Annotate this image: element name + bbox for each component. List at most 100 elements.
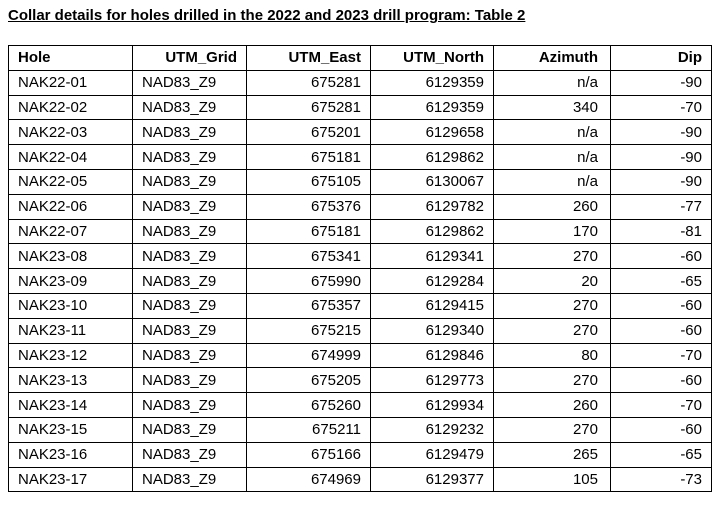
table-cell: NAD83_Z9 [132,317,247,344]
table-cell: 674999 [246,342,371,369]
table-cell: -65 [610,268,712,294]
table-cell: NAK23-14 [8,392,133,418]
table-cell: NAD83_Z9 [132,292,247,319]
header-cell: UTM_North [370,45,494,71]
table-row: NAK22-02 NAD83_Z9 675281 6129359 340 -70 [8,94,712,121]
table-cell: 6129658 [370,119,494,146]
table-cell: NAD83_Z9 [132,268,247,294]
table-cell: NAK23-16 [8,441,133,468]
table-cell: 6129340 [370,317,494,344]
table-cell: NAK22-05 [8,168,133,195]
table-cell: 6129232 [370,416,494,443]
table-cell: 270 [493,292,611,319]
table-row: NAK23-10 NAD83_Z9 675357 6129415 270 -60 [8,292,712,319]
table-cell: 675281 [246,94,371,121]
table-row: NAK22-01 NAD83_Z9 675281 6129359 n/a -90 [8,69,712,96]
table-cell: 675201 [246,119,371,146]
table-cell: NAK22-04 [8,144,133,170]
table-cell: -90 [610,119,712,146]
header-cell: UTM_East [246,45,371,71]
table-cell: 675341 [246,243,371,270]
table-cell: NAK22-07 [8,218,133,245]
table-cell: 270 [493,243,611,270]
table-cell: 80 [493,342,611,369]
table-cell: 265 [493,441,611,468]
table-cell: 675181 [246,218,371,245]
table-cell: -60 [610,292,712,319]
table-cell: -90 [610,69,712,96]
table-cell: NAK23-15 [8,416,133,443]
table-cell: NAD83_Z9 [132,466,247,493]
table-cell: 675105 [246,168,371,195]
table-cell: -70 [610,94,712,121]
table-cell: NAD83_Z9 [132,441,247,468]
table-cell: 6129782 [370,193,494,220]
table-cell: NAD83_Z9 [132,243,247,270]
table-cell: 20 [493,268,611,294]
table-cell: 675211 [246,416,371,443]
table-cell: -60 [610,243,712,270]
table-row: NAK22-05 NAD83_Z9 675105 6130067 n/a -90 [8,168,712,195]
table-row: NAK23-15 NAD83_Z9 675211 6129232 270 -60 [8,416,712,443]
header-row: Hole UTM_Grid UTM_East UTM_North Azimuth Dip [8,45,712,71]
collar-table: Hole UTM_Grid UTM_East UTM_North Azimuth Dip N… [8,45,712,493]
table-cell: NAD83_Z9 [132,168,247,195]
table-cell: NAD83_Z9 [132,94,247,121]
table-cell: NAK22-01 [8,69,133,96]
table-row: NAK23-14 NAD83_Z9 675260 6129934 260 -70 [8,392,712,418]
table-cell: -70 [610,392,712,418]
table-cell: NAD83_Z9 [132,69,247,96]
table-cell: 6129846 [370,342,494,369]
table-cell: 675990 [246,268,371,294]
table-cell: 675166 [246,441,371,468]
table-cell: 270 [493,317,611,344]
table-cell: 6129377 [370,466,494,493]
table-cell: NAD83_Z9 [132,193,247,220]
table-cell: NAK23-13 [8,367,133,394]
table-row: NAK22-04 NAD83_Z9 675181 6129862 n/a -90 [8,144,712,170]
table-cell: 6129862 [370,144,494,170]
table-cell: 6129341 [370,243,494,270]
table-cell: 270 [493,367,611,394]
table-cell: NAK23-08 [8,243,133,270]
table-cell: NAK22-06 [8,193,133,220]
header-cell: Dip [610,45,712,71]
table-cell: 675357 [246,292,371,319]
table-cell: 6129359 [370,69,494,96]
table-cell: 675281 [246,69,371,96]
table-cell: n/a [493,69,611,96]
table-cell: -90 [610,168,712,195]
table-cell: 170 [493,218,611,245]
header-cell: Azimuth [493,45,611,71]
table-cell: NAK22-02 [8,94,133,121]
table-row: NAK22-03 NAD83_Z9 675201 6129658 n/a -90 [8,119,712,146]
table-cell: n/a [493,144,611,170]
table-cell: NAK23-11 [8,317,133,344]
table-cell: NAK23-12 [8,342,133,369]
table-cell: NAD83_Z9 [132,119,247,146]
table-cell: -60 [610,367,712,394]
table-cell: 675215 [246,317,371,344]
table-cell: NAK23-17 [8,466,133,493]
table-cell: 675376 [246,193,371,220]
table-cell: -73 [610,466,712,493]
header-cell: Hole [8,45,133,71]
table-cell: n/a [493,168,611,195]
table-cell: 260 [493,392,611,418]
table-cell: 6129479 [370,441,494,468]
table-cell: 6129359 [370,94,494,121]
table-cell: 270 [493,416,611,443]
table-cell: NAD83_Z9 [132,342,247,369]
table-cell: -65 [610,441,712,468]
table-cell: NAK23-10 [8,292,133,319]
header-cell: UTM_Grid [132,45,247,71]
table-cell: NAK22-03 [8,119,133,146]
table-cell: -77 [610,193,712,220]
table-row: NAK23-17 NAD83_Z9 674969 6129377 105 -73 [8,466,712,493]
table-cell: NAD83_Z9 [132,416,247,443]
table-cell: 6129934 [370,392,494,418]
table-cell: 6130067 [370,168,494,195]
table-row: NAK23-11 NAD83_Z9 675215 6129340 270 -60 [8,317,712,344]
table-cell: 6129415 [370,292,494,319]
